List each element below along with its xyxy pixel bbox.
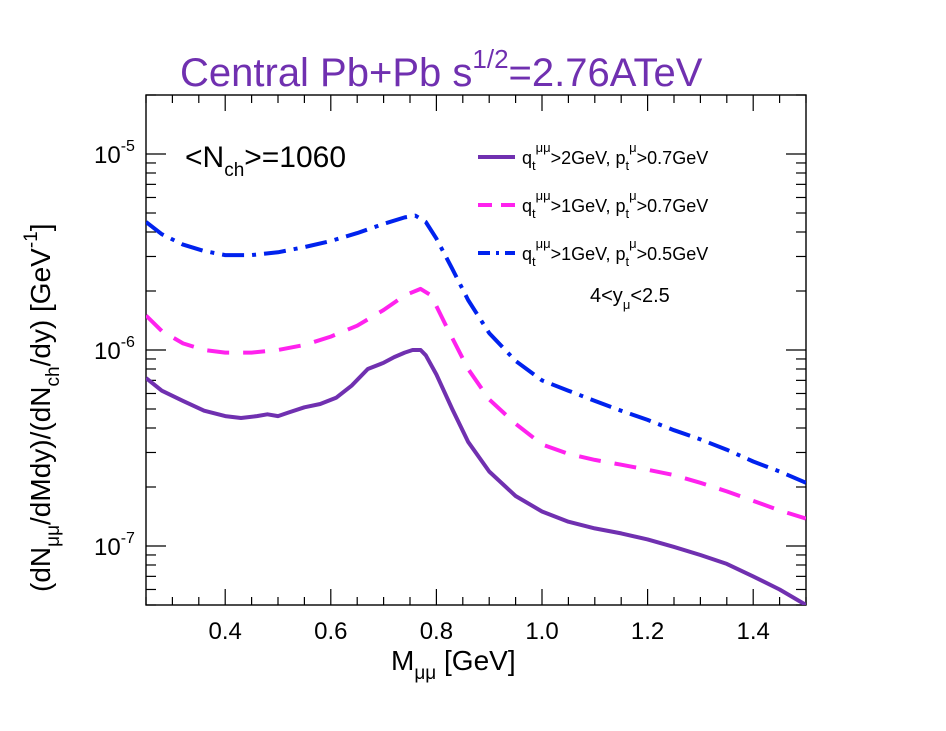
ylabel-p1: (dN: [25, 547, 56, 592]
ylabel-sup: -1: [21, 231, 42, 248]
ylabel-s1: μμ: [43, 525, 64, 547]
axis-ticks: [145, 94, 807, 606]
y-tick-label: 10-5: [94, 138, 135, 169]
series-line-0: [146, 348, 806, 605]
rapidity-p2: <2.5: [630, 285, 669, 307]
x-tick-label: 0.4: [209, 618, 242, 645]
rapidity-note: 4<yμ<2.5: [590, 285, 670, 312]
plot-area: 0.4 0.6 0.8 1.0 1.2 1.4 10-5 10-6 10-7: [94, 94, 807, 645]
nch-sub: ch: [224, 160, 244, 181]
x-tick-label: 1.4: [737, 618, 770, 645]
title-rest: =2.76ATeV: [509, 51, 703, 95]
chart-title: Central Pb+Pb s1/2=2.76ATeV: [180, 44, 703, 95]
title-main: Central Pb+Pb s: [180, 51, 472, 95]
x-tick-label: 0.8: [420, 618, 453, 645]
ylabel-p4: ]: [25, 223, 56, 231]
series-line-1: [146, 286, 806, 521]
ylabel-p2: /dMdy)/(dN: [25, 387, 56, 525]
x-axis-label: Mμμ [GeV]: [391, 645, 516, 684]
xlabel-sub: μμ: [414, 663, 436, 684]
y-axis-label: (dNμμ/dMdy)/(dNch/dy) [GeV-1]: [21, 223, 64, 592]
x-tick-label: 1.2: [631, 618, 664, 645]
xlabel-rest: [GeV]: [436, 645, 515, 676]
x-tick-label: 0.6: [314, 618, 347, 645]
legend-label-0: qtμμ>2GeV, ptμ>0.7GeV: [522, 140, 708, 173]
x-tick-labels: 0.4 0.6 0.8 1.0 1.2 1.4: [209, 618, 770, 645]
y-tick-label: 10-6: [94, 334, 135, 365]
legend: qtμμ>2GeV, ptμ>0.7GeV qtμμ>1GeV, ptμ>0.7G…: [478, 140, 708, 269]
nch-annotation: <Nch>=1060: [185, 141, 346, 181]
nch-p2: >=1060: [244, 141, 346, 174]
series-lines: [146, 213, 806, 605]
y-tick-label: 10-7: [94, 530, 135, 561]
series-line-2: [146, 213, 806, 485]
y-tick-labels: 10-5 10-6 10-7: [94, 138, 135, 561]
title-sup: 1/2: [472, 44, 508, 74]
ylabel-p3: /dy) [GeV: [25, 248, 56, 367]
xlabel-main: M: [391, 645, 414, 676]
x-tick-label: 1.0: [525, 618, 558, 645]
ylabel-s2: ch: [43, 366, 64, 386]
legend-label-1: qtμμ>1GeV, ptμ>0.7GeV: [522, 188, 708, 221]
rapidity-sub: μ: [623, 297, 631, 312]
legend-label-2: qtμμ>1GeV, ptμ>0.5GeV: [522, 236, 708, 269]
rapidity-p1: 4<y: [590, 285, 623, 307]
nch-p1: <N: [185, 141, 224, 174]
